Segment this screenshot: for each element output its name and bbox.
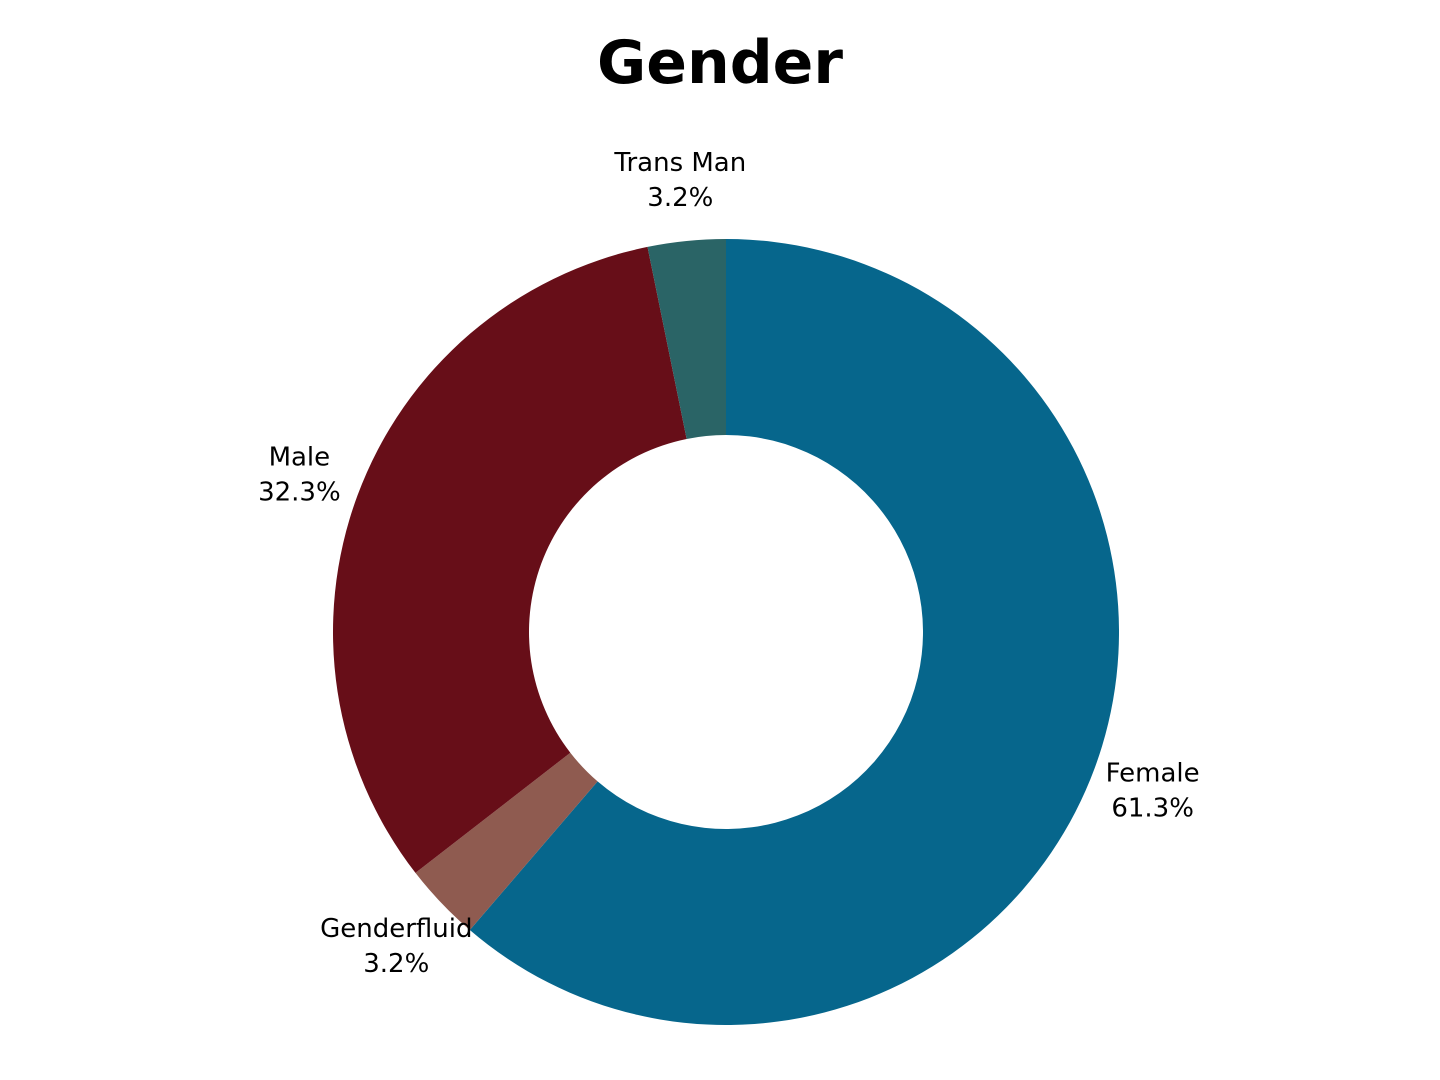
slice-label-female: Female bbox=[1106, 759, 1200, 789]
slice-label-genderfluid: Genderfluid bbox=[320, 914, 472, 944]
slice-percent-trans-man: 3.2% bbox=[647, 183, 713, 213]
slice-label-trans-man: Trans Man bbox=[613, 148, 746, 178]
slice-percent-female: 61.3% bbox=[1111, 794, 1194, 824]
chart-title: Gender bbox=[597, 28, 843, 98]
slice-female bbox=[469, 239, 1119, 1026]
slice-percent-genderfluid: 3.2% bbox=[363, 949, 429, 979]
slice-genderfluid bbox=[415, 752, 598, 931]
slice-male bbox=[333, 246, 687, 873]
slice-percent-male: 32.3% bbox=[258, 477, 341, 507]
slice-label-male: Male bbox=[269, 442, 331, 472]
slice-trans-man bbox=[647, 239, 726, 439]
